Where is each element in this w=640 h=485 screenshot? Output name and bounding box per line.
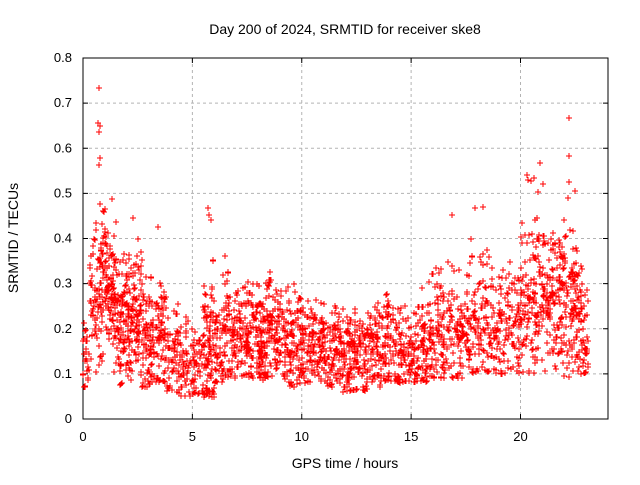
x-tick-label: 5: [189, 429, 196, 444]
y-tick-labels: 0 0.1 0.2 0.3 0.4 0.5 0.6 0.7 0.8: [54, 50, 72, 426]
y-axis-label: SRMTID / TECUs: [5, 183, 21, 293]
x-axis-label: GPS time / hours: [292, 455, 399, 471]
y-tick-label: 0.8: [54, 50, 72, 65]
scatter-points-path: [80, 85, 591, 400]
y-tick-label: 0: [65, 411, 72, 426]
x-tick-label: 0: [79, 429, 86, 444]
y-tick-label: 0.6: [54, 140, 72, 155]
chart-title: Day 200 of 2024, SRMTID for receiver ske…: [209, 21, 481, 37]
y-tick-label: 0.3: [54, 276, 72, 291]
y-tick-label: 0.7: [54, 95, 72, 110]
x-tick-labels: 0 5 10 15 20: [79, 429, 527, 444]
x-tick-label: 15: [404, 429, 418, 444]
y-tick-label: 0.2: [54, 321, 72, 336]
data-points: [80, 85, 591, 400]
x-tick-label: 10: [295, 429, 309, 444]
x-tick-label: 20: [513, 429, 527, 444]
y-tick-label: 0.5: [54, 185, 72, 200]
y-tick-label: 0.1: [54, 366, 72, 381]
y-tick-label: 0.4: [54, 231, 72, 246]
